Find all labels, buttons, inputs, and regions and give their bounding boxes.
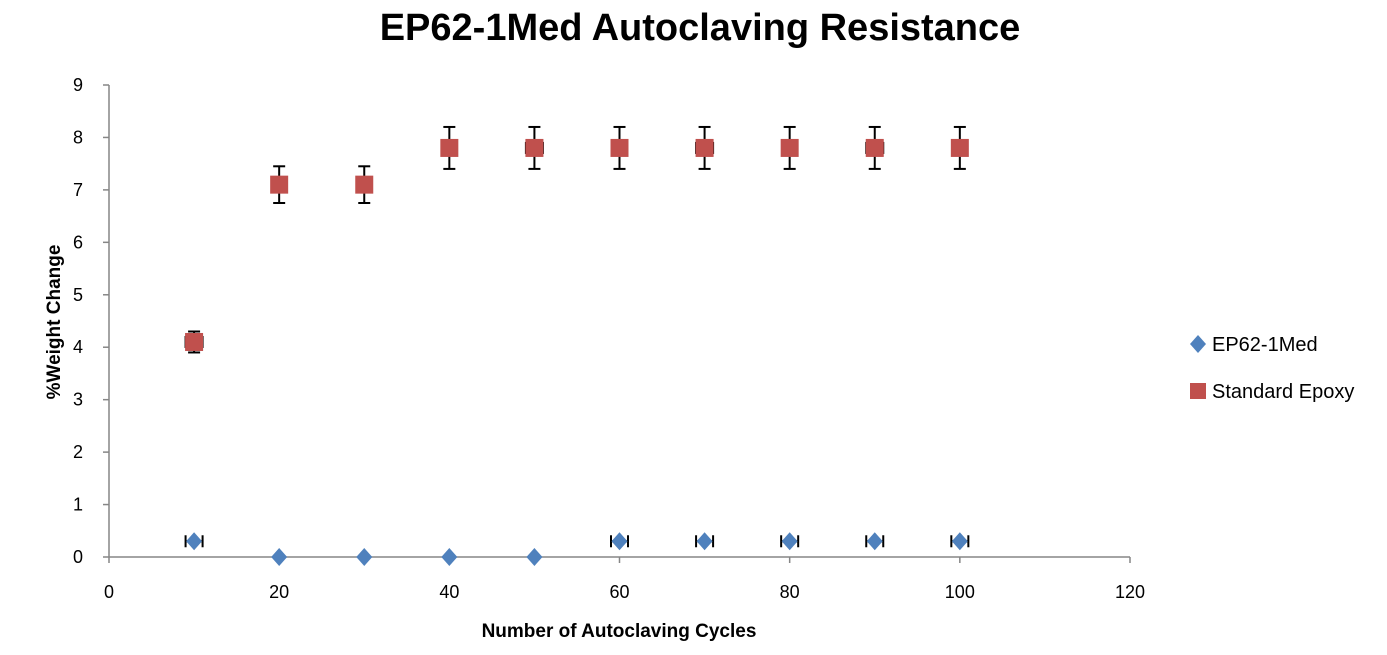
x-tick-label: 20 xyxy=(269,582,289,602)
y-tick-label: 0 xyxy=(73,547,83,567)
data-point-diamond xyxy=(781,532,798,551)
data-point-diamond xyxy=(441,548,458,566)
x-tick-label: 0 xyxy=(104,582,114,602)
data-point-square xyxy=(355,175,374,194)
data-point-square xyxy=(865,138,884,157)
x-tick-label: 100 xyxy=(945,582,975,602)
data-point-diamond xyxy=(866,532,883,551)
data-point-diamond xyxy=(186,532,203,551)
data-point-square xyxy=(695,138,714,157)
legend-label-standard-epoxy: Standard Epoxy xyxy=(1212,381,1354,403)
data-point-square xyxy=(525,138,544,157)
legend-label-ep62-1med: EP62-1Med xyxy=(1212,334,1318,356)
data-point-square xyxy=(610,138,629,157)
legend: EP62-1Med Standard Epoxy xyxy=(1190,334,1354,403)
x-tick-label: 60 xyxy=(609,582,629,602)
data-point-square xyxy=(270,175,289,194)
y-tick-label: 8 xyxy=(73,127,83,147)
data-point-diamond xyxy=(526,548,543,566)
data-point-diamond xyxy=(356,548,373,566)
legend-marker-square xyxy=(1190,383,1206,399)
data-point-square xyxy=(185,332,204,351)
y-tick-label: 7 xyxy=(73,180,83,200)
y-tick-label: 3 xyxy=(73,390,83,410)
y-tick-label: 5 xyxy=(73,285,83,305)
y-tick-label: 4 xyxy=(73,337,83,357)
series-ep62-1med xyxy=(184,532,970,566)
y-tick-label: 1 xyxy=(73,495,83,515)
legend-marker-diamond xyxy=(1190,335,1206,353)
x-tick-labels: 0 20 40 60 80 100 120 xyxy=(104,582,1145,602)
y-tick-label: 2 xyxy=(73,442,83,462)
data-point-square xyxy=(440,138,459,157)
data-point-diamond xyxy=(611,532,628,551)
data-point-diamond xyxy=(271,548,288,566)
y-axis-title: %Weight Change xyxy=(44,245,65,400)
x-tick-label: 80 xyxy=(780,582,800,602)
x-axis-title: Number of Autoclaving Cycles xyxy=(482,621,757,642)
x-tick-label: 40 xyxy=(439,582,459,602)
y-tick-label: 6 xyxy=(73,232,83,252)
y-tick-labels: 0 1 2 3 4 5 6 7 8 9 xyxy=(73,75,83,567)
y-tick-label: 9 xyxy=(73,75,83,95)
legend-item-standard-epoxy: Standard Epoxy xyxy=(1190,381,1354,403)
chart-title: EP62-1Med Autoclaving Resistance xyxy=(380,7,1021,49)
x-tick-label: 120 xyxy=(1115,582,1145,602)
series-standard-epoxy xyxy=(184,125,969,354)
data-point-square xyxy=(780,138,799,157)
legend-item-ep62-1med: EP62-1Med xyxy=(1190,334,1318,356)
data-point-diamond xyxy=(696,532,713,551)
series-layer xyxy=(184,125,970,566)
data-point-square xyxy=(950,138,969,157)
data-point-diamond xyxy=(951,532,968,551)
